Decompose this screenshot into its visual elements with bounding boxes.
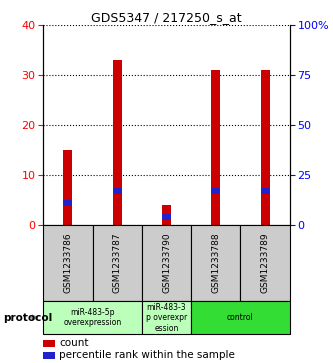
Bar [142,301,191,334]
Bar [142,225,191,301]
Bar [43,352,55,359]
Text: protocol: protocol [3,313,53,323]
Bar [211,70,220,225]
Text: control: control [227,313,254,322]
Bar [43,301,142,334]
Text: GSM1233786: GSM1233786 [63,233,73,294]
Text: GSM1233789: GSM1233789 [260,233,270,294]
Text: miR-483-5p
overexpression: miR-483-5p overexpression [64,308,122,327]
Bar [261,70,269,225]
Bar [162,214,171,220]
Text: miR-483-3
p overexpr
ession: miR-483-3 p overexpr ession [146,303,187,333]
Bar [113,60,122,225]
Text: GSM1233790: GSM1233790 [162,233,171,294]
Bar [64,150,72,225]
Bar [43,340,55,347]
Bar [113,188,122,194]
Bar [211,188,220,194]
Bar [64,200,72,206]
Bar [261,188,269,194]
Bar [240,225,290,301]
Bar [191,301,290,334]
Text: percentile rank within the sample: percentile rank within the sample [59,350,235,360]
Text: GSM1233788: GSM1233788 [211,233,220,294]
Bar [191,225,240,301]
Bar [43,225,93,301]
Text: count: count [59,338,89,348]
Title: GDS5347 / 217250_s_at: GDS5347 / 217250_s_at [91,11,242,24]
Bar [93,225,142,301]
Bar [162,205,171,225]
Text: GSM1233787: GSM1233787 [113,233,122,294]
